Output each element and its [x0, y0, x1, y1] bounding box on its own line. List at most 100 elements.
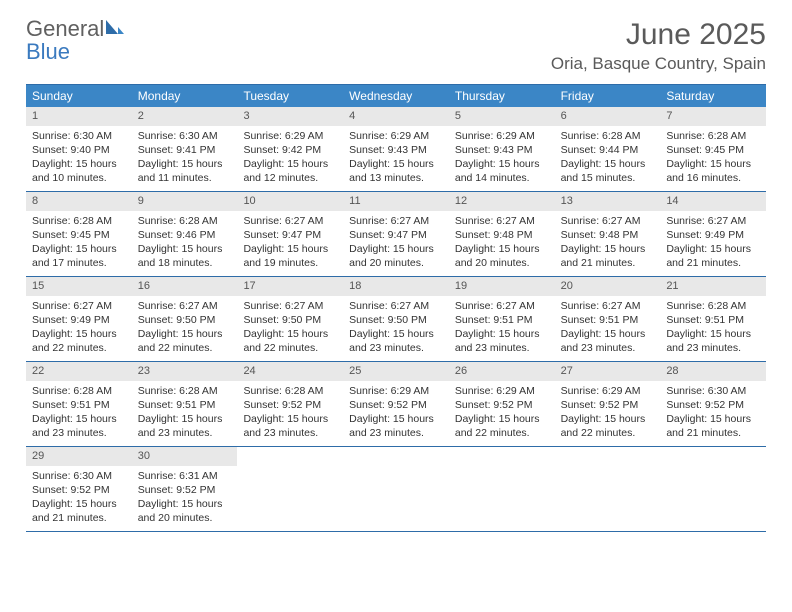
day-body: Sunrise: 6:29 AMSunset: 9:52 PMDaylight:… — [343, 381, 449, 446]
day-body: Sunrise: 6:30 AMSunset: 9:41 PMDaylight:… — [132, 126, 238, 191]
day-cell: 6Sunrise: 6:28 AMSunset: 9:44 PMDaylight… — [555, 107, 661, 191]
month-title: June 2025 — [551, 18, 766, 52]
sunrise-line: Sunrise: 6:29 AM — [349, 384, 443, 398]
day-body: Sunrise: 6:27 AMSunset: 9:50 PMDaylight:… — [237, 296, 343, 361]
sunset-line: Sunset: 9:46 PM — [138, 228, 232, 242]
day-number: 15 — [26, 277, 132, 296]
day-cell: 9Sunrise: 6:28 AMSunset: 9:46 PMDaylight… — [132, 192, 238, 276]
sunrise-line: Sunrise: 6:31 AM — [138, 469, 232, 483]
day-cell: 13Sunrise: 6:27 AMSunset: 9:48 PMDayligh… — [555, 192, 661, 276]
day-cell: 4Sunrise: 6:29 AMSunset: 9:43 PMDaylight… — [343, 107, 449, 191]
daylight-line: Daylight: 15 hours and 23 minutes. — [349, 412, 443, 440]
sunrise-line: Sunrise: 6:27 AM — [243, 214, 337, 228]
day-cell: 1Sunrise: 6:30 AMSunset: 9:40 PMDaylight… — [26, 107, 132, 191]
daylight-line: Daylight: 15 hours and 23 minutes. — [243, 412, 337, 440]
page-header: General Blue June 2025 Oria, Basque Coun… — [26, 18, 766, 74]
sunrise-line: Sunrise: 6:27 AM — [138, 299, 232, 313]
day-number: 29 — [26, 447, 132, 466]
daylight-line: Daylight: 15 hours and 20 minutes. — [455, 242, 549, 270]
calendar-grid: SundayMondayTuesdayWednesdayThursdayFrid… — [26, 84, 766, 532]
sunset-line: Sunset: 9:51 PM — [138, 398, 232, 412]
logo-text-wrap: General Blue — [26, 18, 126, 64]
daylight-line: Daylight: 15 hours and 10 minutes. — [32, 157, 126, 185]
day-cell: 21Sunrise: 6:28 AMSunset: 9:51 PMDayligh… — [660, 277, 766, 361]
day-body: Sunrise: 6:29 AMSunset: 9:52 PMDaylight:… — [449, 381, 555, 446]
day-cell — [237, 447, 343, 531]
day-body: Sunrise: 6:27 AMSunset: 9:48 PMDaylight:… — [449, 211, 555, 276]
logo: General Blue — [26, 18, 126, 64]
day-body: Sunrise: 6:30 AMSunset: 9:52 PMDaylight:… — [26, 466, 132, 531]
sunset-line: Sunset: 9:52 PM — [243, 398, 337, 412]
day-number: 8 — [26, 192, 132, 211]
sunset-line: Sunset: 9:50 PM — [138, 313, 232, 327]
day-number: 28 — [660, 362, 766, 381]
weeks-container: 1Sunrise: 6:30 AMSunset: 9:40 PMDaylight… — [26, 107, 766, 532]
daylight-line: Daylight: 15 hours and 23 minutes. — [138, 412, 232, 440]
sunset-line: Sunset: 9:49 PM — [32, 313, 126, 327]
sunrise-line: Sunrise: 6:27 AM — [32, 299, 126, 313]
logo-sail-icon — [104, 18, 126, 41]
day-cell: 12Sunrise: 6:27 AMSunset: 9:48 PMDayligh… — [449, 192, 555, 276]
daylight-line: Daylight: 15 hours and 18 minutes. — [138, 242, 232, 270]
sunrise-line: Sunrise: 6:28 AM — [32, 214, 126, 228]
day-number: 14 — [660, 192, 766, 211]
day-cell: 19Sunrise: 6:27 AMSunset: 9:51 PMDayligh… — [449, 277, 555, 361]
sunset-line: Sunset: 9:45 PM — [32, 228, 126, 242]
sunset-line: Sunset: 9:40 PM — [32, 143, 126, 157]
week-row: 8Sunrise: 6:28 AMSunset: 9:45 PMDaylight… — [26, 192, 766, 277]
day-number: 20 — [555, 277, 661, 296]
daylight-line: Daylight: 15 hours and 21 minutes. — [666, 412, 760, 440]
day-body: Sunrise: 6:27 AMSunset: 9:51 PMDaylight:… — [555, 296, 661, 361]
sunset-line: Sunset: 9:49 PM — [666, 228, 760, 242]
day-cell: 20Sunrise: 6:27 AMSunset: 9:51 PMDayligh… — [555, 277, 661, 361]
logo-text-blue: Blue — [26, 39, 70, 64]
day-number: 10 — [237, 192, 343, 211]
sunset-line: Sunset: 9:52 PM — [32, 483, 126, 497]
day-number: 23 — [132, 362, 238, 381]
daylight-line: Daylight: 15 hours and 19 minutes. — [243, 242, 337, 270]
sunset-line: Sunset: 9:51 PM — [32, 398, 126, 412]
day-cell — [660, 447, 766, 531]
sunset-line: Sunset: 9:48 PM — [455, 228, 549, 242]
daylight-line: Daylight: 15 hours and 22 minutes. — [561, 412, 655, 440]
day-body: Sunrise: 6:27 AMSunset: 9:50 PMDaylight:… — [343, 296, 449, 361]
daylight-line: Daylight: 15 hours and 12 minutes. — [243, 157, 337, 185]
daylight-line: Daylight: 15 hours and 22 minutes. — [455, 412, 549, 440]
day-cell: 17Sunrise: 6:27 AMSunset: 9:50 PMDayligh… — [237, 277, 343, 361]
sunset-line: Sunset: 9:44 PM — [561, 143, 655, 157]
day-cell: 7Sunrise: 6:28 AMSunset: 9:45 PMDaylight… — [660, 107, 766, 191]
sunrise-line: Sunrise: 6:28 AM — [138, 214, 232, 228]
calendar-page: General Blue June 2025 Oria, Basque Coun… — [0, 0, 792, 542]
day-number: 7 — [660, 107, 766, 126]
day-cell: 15Sunrise: 6:27 AMSunset: 9:49 PMDayligh… — [26, 277, 132, 361]
daylight-line: Daylight: 15 hours and 14 minutes. — [455, 157, 549, 185]
day-body: Sunrise: 6:28 AMSunset: 9:44 PMDaylight:… — [555, 126, 661, 191]
weekday-label: Saturday — [660, 85, 766, 107]
sunrise-line: Sunrise: 6:29 AM — [561, 384, 655, 398]
day-number: 27 — [555, 362, 661, 381]
day-cell — [343, 447, 449, 531]
day-number: 25 — [343, 362, 449, 381]
weekday-header-row: SundayMondayTuesdayWednesdayThursdayFrid… — [26, 85, 766, 107]
sunrise-line: Sunrise: 6:29 AM — [349, 129, 443, 143]
week-row: 29Sunrise: 6:30 AMSunset: 9:52 PMDayligh… — [26, 447, 766, 532]
day-number: 21 — [660, 277, 766, 296]
day-cell: 22Sunrise: 6:28 AMSunset: 9:51 PMDayligh… — [26, 362, 132, 446]
sunrise-line: Sunrise: 6:28 AM — [561, 129, 655, 143]
sunset-line: Sunset: 9:47 PM — [243, 228, 337, 242]
day-number: 22 — [26, 362, 132, 381]
day-body: Sunrise: 6:28 AMSunset: 9:45 PMDaylight:… — [26, 211, 132, 276]
day-cell: 2Sunrise: 6:30 AMSunset: 9:41 PMDaylight… — [132, 107, 238, 191]
daylight-line: Daylight: 15 hours and 17 minutes. — [32, 242, 126, 270]
sunset-line: Sunset: 9:52 PM — [561, 398, 655, 412]
daylight-line: Daylight: 15 hours and 20 minutes. — [349, 242, 443, 270]
sunrise-line: Sunrise: 6:30 AM — [666, 384, 760, 398]
day-body: Sunrise: 6:27 AMSunset: 9:47 PMDaylight:… — [237, 211, 343, 276]
day-number: 24 — [237, 362, 343, 381]
day-body: Sunrise: 6:28 AMSunset: 9:51 PMDaylight:… — [26, 381, 132, 446]
sunset-line: Sunset: 9:42 PM — [243, 143, 337, 157]
weekday-label: Sunday — [26, 85, 132, 107]
day-cell: 29Sunrise: 6:30 AMSunset: 9:52 PMDayligh… — [26, 447, 132, 531]
day-cell: 16Sunrise: 6:27 AMSunset: 9:50 PMDayligh… — [132, 277, 238, 361]
day-cell: 3Sunrise: 6:29 AMSunset: 9:42 PMDaylight… — [237, 107, 343, 191]
